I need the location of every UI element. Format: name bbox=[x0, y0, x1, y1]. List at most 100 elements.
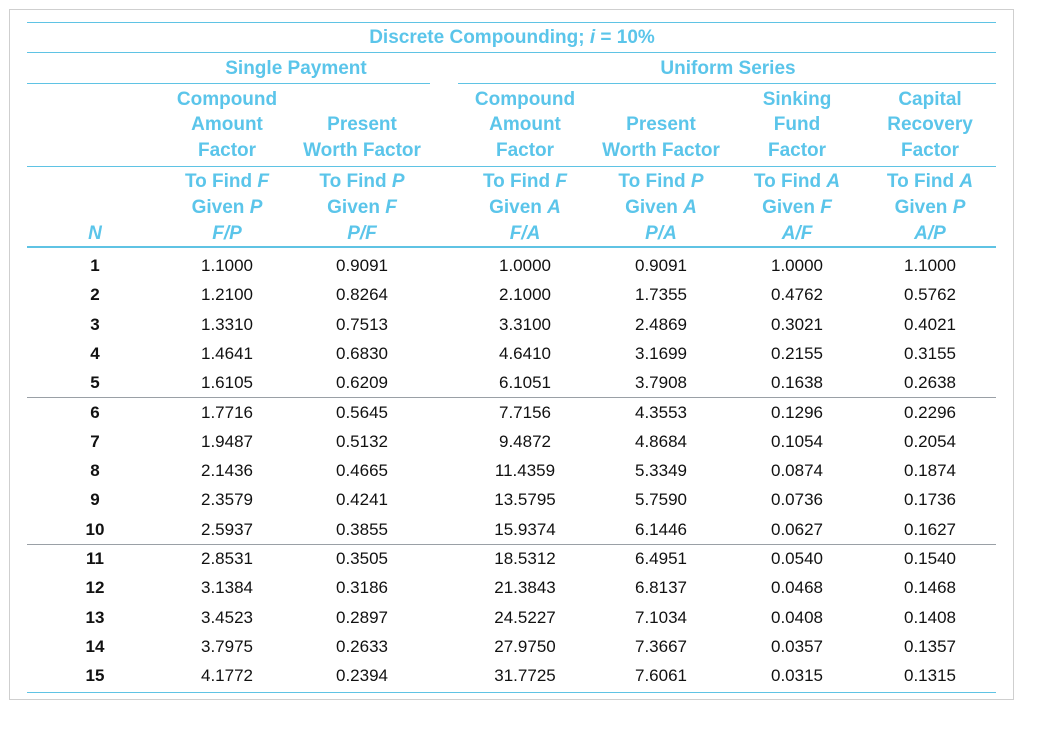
table-cell: 2.8531 bbox=[201, 549, 253, 568]
table-cell: 5.3349 bbox=[635, 461, 687, 481]
table-cell: 0.7513 bbox=[336, 314, 388, 334]
table-cell: 0.0468 bbox=[771, 578, 823, 598]
col-fa-to-find: To Find F bbox=[482, 171, 568, 192]
table-cell: 1.9487 bbox=[201, 431, 253, 451]
row-n-cell: 13 bbox=[85, 607, 105, 627]
table-cell: 3.3100 bbox=[499, 314, 551, 334]
table-cell: 1.4641 bbox=[201, 343, 253, 363]
table-cell: 4.8684 bbox=[635, 431, 687, 451]
table-cell: 4.1772 bbox=[201, 666, 253, 686]
col-af-to-find: To Find A bbox=[753, 171, 841, 192]
table-cell: 0.2394 bbox=[336, 666, 388, 686]
table-cell: 7.3667 bbox=[635, 636, 687, 656]
table-cell: 0.3021 bbox=[771, 314, 823, 334]
table-cell: 1.0000 bbox=[771, 256, 823, 275]
table-title: Discrete Compounding; i = 10% bbox=[369, 27, 655, 48]
table-cell: 0.1540 bbox=[904, 549, 956, 568]
rule-under-group-single bbox=[27, 83, 430, 84]
group-single-payment: Single Payment bbox=[225, 58, 367, 79]
table-cell: 0.2633 bbox=[336, 636, 388, 656]
col-pa-name-line: Worth Factor bbox=[602, 140, 720, 161]
table-cell: 0.9091 bbox=[336, 256, 388, 275]
table-cell: 2.5937 bbox=[201, 519, 253, 539]
table-cell: 27.9750 bbox=[494, 636, 556, 656]
col-af-name-line: Fund bbox=[773, 114, 821, 135]
row-n-cell: 3 bbox=[90, 314, 100, 334]
table-cell: 2.1000 bbox=[499, 285, 551, 305]
table-cell: 1.1000 bbox=[201, 256, 253, 275]
table-cell: 0.1408 bbox=[904, 607, 956, 627]
table-cell: 0.4665 bbox=[336, 461, 388, 481]
table-cell: 0.3505 bbox=[336, 549, 388, 568]
col-pf-to-find: To Find P bbox=[319, 171, 405, 192]
table-cell: 0.0357 bbox=[771, 636, 823, 656]
table-cell: 18.5312 bbox=[494, 549, 556, 568]
table-cell: 0.3186 bbox=[336, 578, 388, 598]
table-cell: 9.4872 bbox=[499, 431, 551, 451]
table-cell: 3.1384 bbox=[201, 578, 253, 598]
row-n-cell: 2 bbox=[90, 285, 100, 305]
row-n-cell: 9 bbox=[90, 490, 100, 510]
table-cell: 0.1627 bbox=[904, 519, 956, 539]
col-fp-name-line: Compound bbox=[176, 89, 278, 110]
table-cell: 7.1034 bbox=[635, 607, 687, 627]
table-cell: 6.1446 bbox=[635, 519, 687, 539]
col-pf-notation: P/F bbox=[347, 223, 377, 244]
table-cell: 3.1699 bbox=[635, 343, 687, 363]
col-af-notation: A/F bbox=[781, 223, 813, 244]
table-cell: 1.0000 bbox=[499, 256, 551, 275]
table-cell: 0.2638 bbox=[904, 373, 956, 393]
table-cell: 6.1051 bbox=[499, 373, 551, 393]
col-fp-given: Given P bbox=[191, 197, 263, 218]
table-cell: 0.1468 bbox=[904, 578, 956, 598]
table-cell: 7.6061 bbox=[635, 666, 687, 686]
col-fa-given: Given A bbox=[489, 197, 561, 218]
table-cell: 31.7725 bbox=[494, 666, 556, 686]
table-cell: 0.4762 bbox=[771, 285, 823, 305]
table-cell: 0.1296 bbox=[771, 402, 823, 422]
table-cell: 4.3553 bbox=[635, 402, 687, 422]
table-cell: 0.4241 bbox=[336, 490, 388, 510]
table-cell: 0.1736 bbox=[904, 490, 956, 510]
col-ap-to-find: To Find A bbox=[886, 171, 974, 192]
table-cell: 1.7355 bbox=[635, 285, 687, 305]
col-ap-name-line: Capital bbox=[898, 89, 962, 110]
table-cell: 0.0736 bbox=[771, 490, 823, 510]
table-cell: 0.1054 bbox=[771, 431, 823, 451]
col-ap-name-line: Recovery bbox=[887, 114, 973, 135]
col-ap-name-line: Factor bbox=[900, 140, 960, 161]
table-cell: 0.9091 bbox=[635, 256, 687, 275]
row-n-cell: 6 bbox=[90, 402, 100, 422]
table-cell: 3.4523 bbox=[201, 607, 253, 627]
table-cell: 0.6209 bbox=[336, 373, 388, 393]
table-cell: 0.2155 bbox=[771, 343, 823, 363]
table-cell: 1.7716 bbox=[201, 402, 253, 422]
col-ap-notation: A/P bbox=[914, 223, 946, 244]
row-n-cell: 4 bbox=[90, 343, 100, 363]
row-n-cell: 8 bbox=[90, 461, 100, 481]
row-n-cell: 7 bbox=[90, 431, 100, 451]
n-header: N bbox=[88, 223, 102, 244]
table-cell: 11.4359 bbox=[494, 461, 556, 481]
table-cell: 0.0874 bbox=[771, 461, 823, 481]
table-cell: 13.5795 bbox=[494, 490, 556, 510]
table-cell: 0.1874 bbox=[904, 461, 956, 481]
table-cell: 0.2897 bbox=[336, 607, 388, 627]
col-pa-notation: P/A bbox=[645, 223, 677, 244]
table-cell: 1.6105 bbox=[201, 373, 253, 393]
row-n-cell: 11 bbox=[86, 549, 104, 568]
col-af-given: Given F bbox=[762, 197, 832, 218]
table-cell: 6.8137 bbox=[635, 578, 687, 598]
rule-top bbox=[27, 22, 996, 23]
col-pf-given: Given F bbox=[327, 197, 397, 218]
row-n-cell: 10 bbox=[85, 519, 105, 539]
col-pa-to-find: To Find P bbox=[618, 171, 704, 192]
rule-bottom bbox=[27, 692, 996, 693]
table-cell: 3.7975 bbox=[201, 636, 253, 656]
table-cell: 0.5132 bbox=[336, 431, 388, 451]
col-fa-name-line: Compound bbox=[474, 89, 576, 110]
col-af-name-line: Factor bbox=[767, 140, 827, 161]
table-cell: 0.4021 bbox=[904, 314, 956, 334]
table-cell: 0.0408 bbox=[771, 607, 823, 627]
group-uniform-series: Uniform Series bbox=[660, 58, 796, 79]
